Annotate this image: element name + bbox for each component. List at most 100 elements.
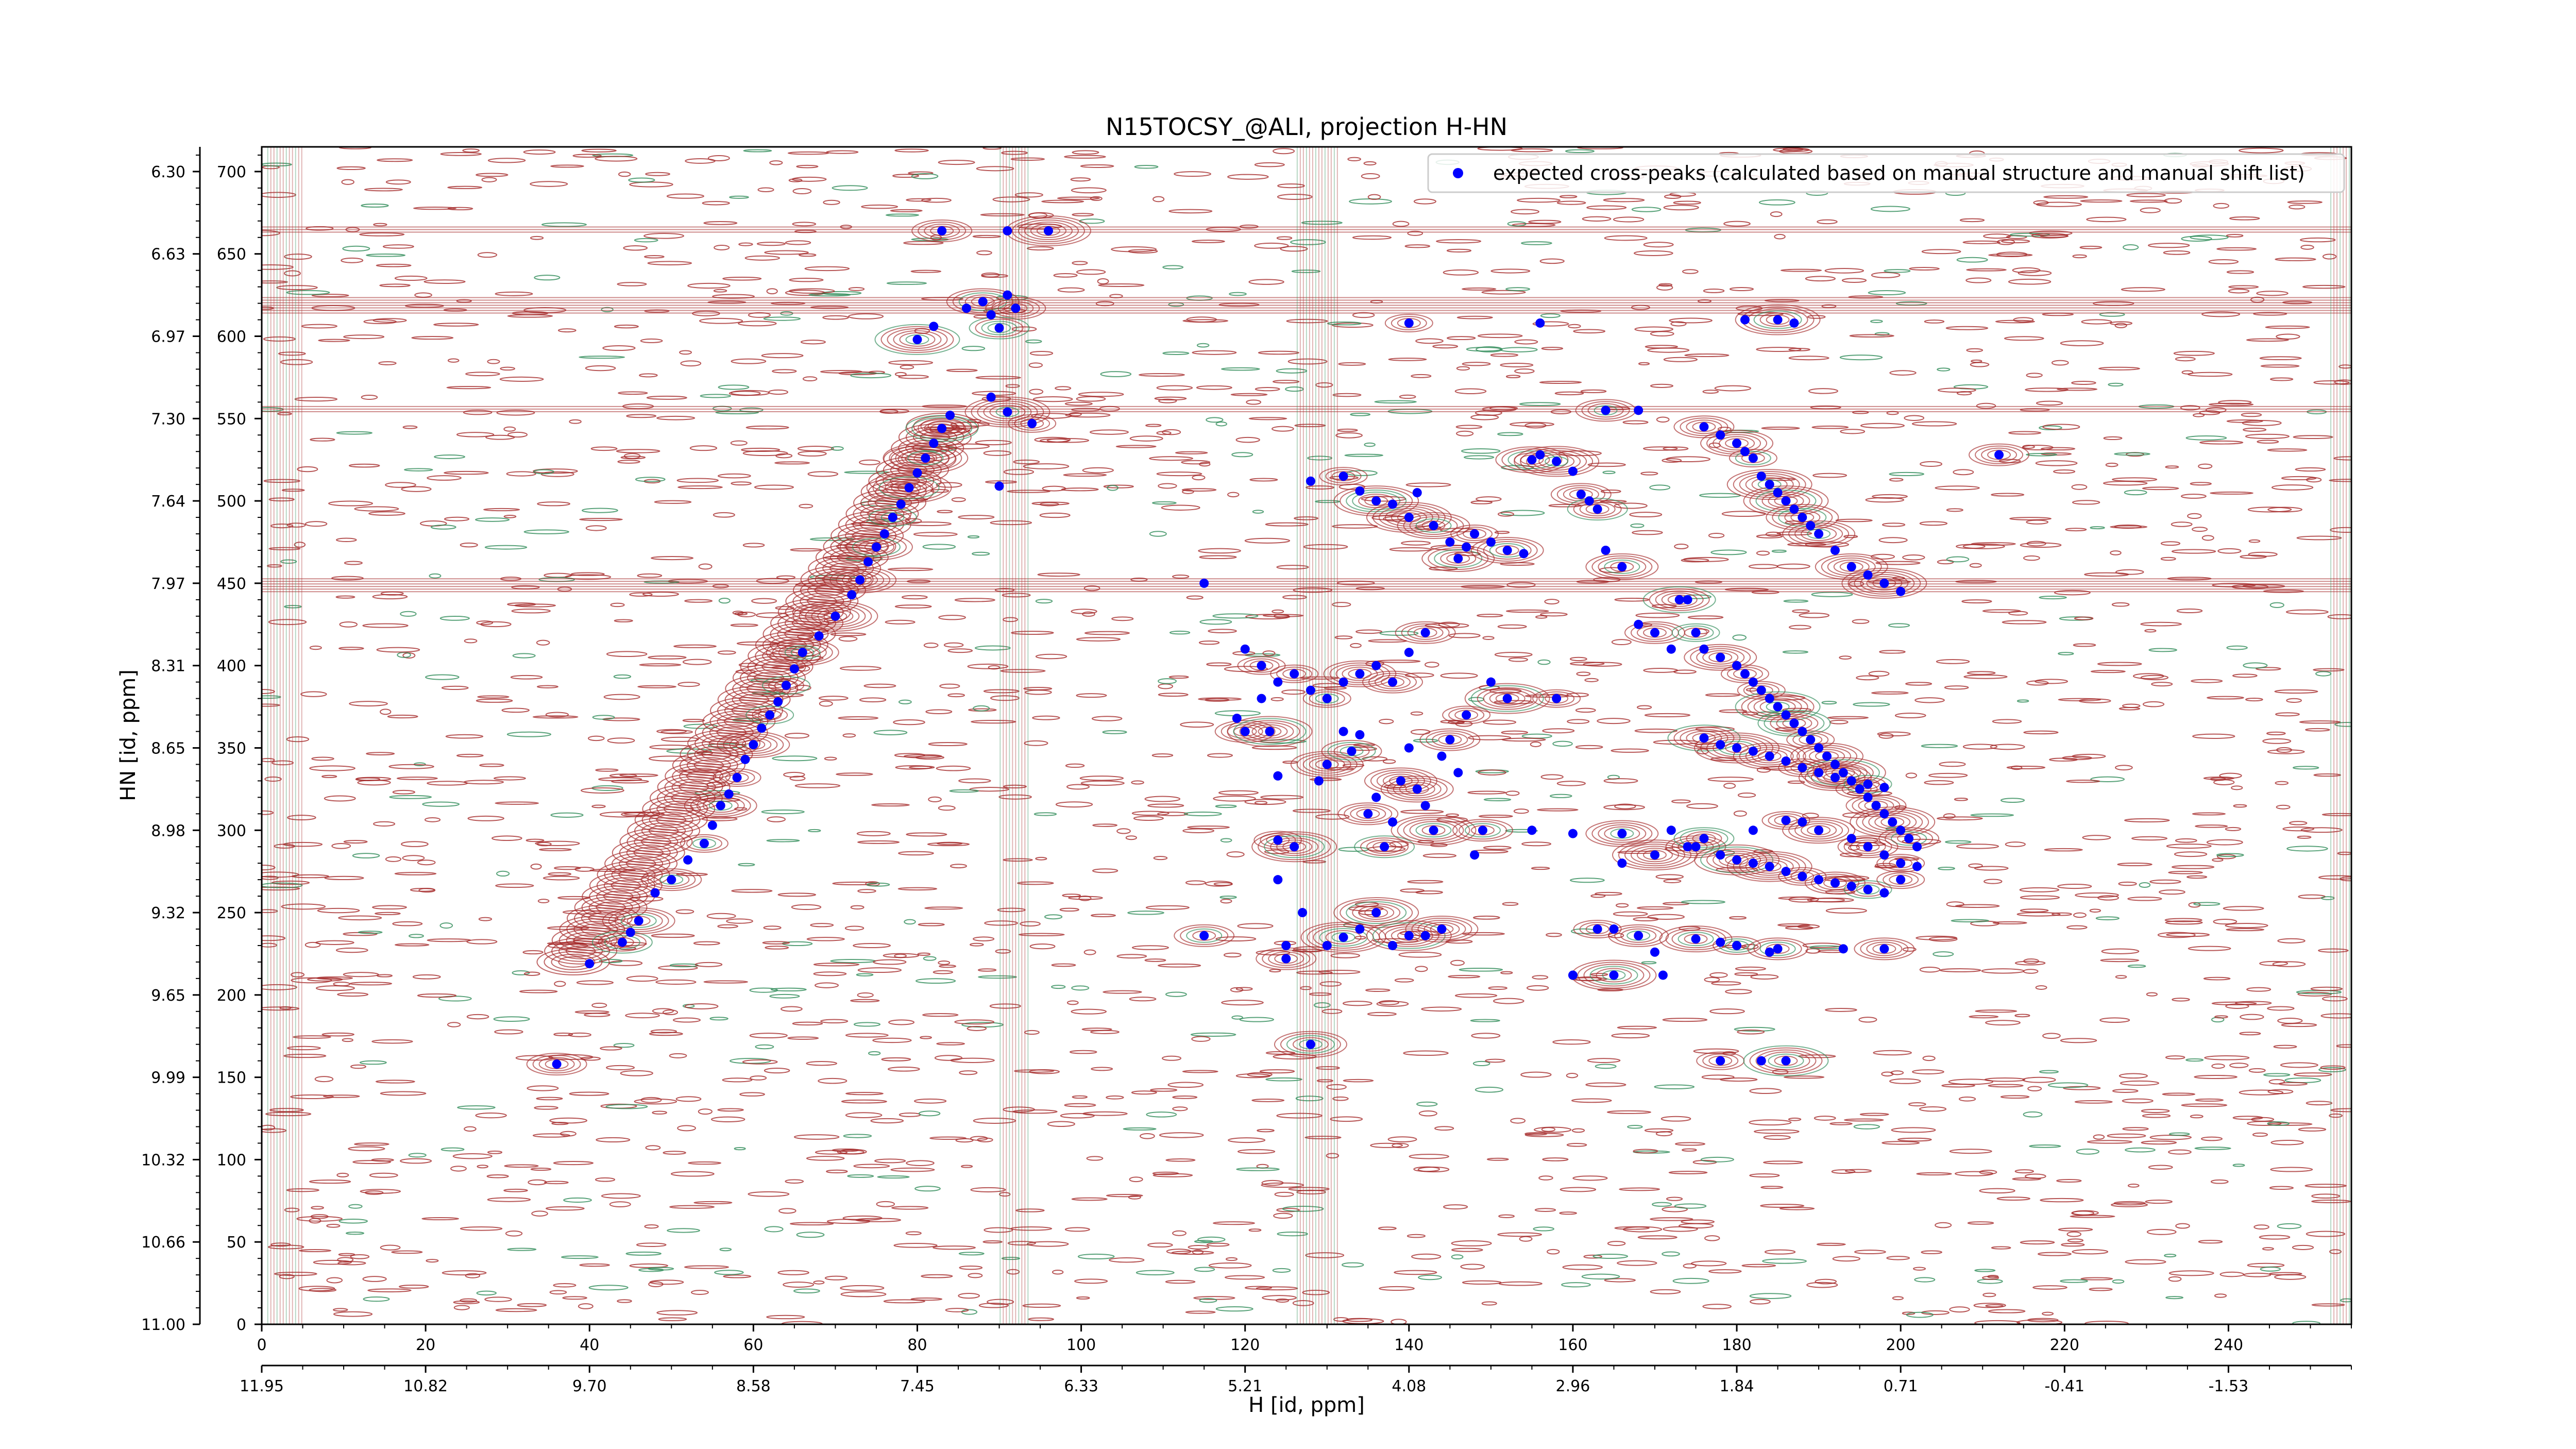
noise-contour <box>1996 251 2028 257</box>
noise-contour <box>1276 1113 1323 1119</box>
x-ppm-tick-label: 2.96 <box>1556 1377 1590 1395</box>
noise-contour <box>1693 1048 1739 1054</box>
noise-contour <box>1072 150 1099 155</box>
x-tick-label: 60 <box>743 1336 763 1354</box>
noise-contour <box>1062 894 1081 898</box>
x-tick-label: 20 <box>416 1336 435 1354</box>
noise-contour <box>311 294 349 297</box>
cross-peak-marker <box>1322 760 1332 769</box>
cross-peak-marker <box>1765 751 1774 761</box>
noise-contour <box>1882 1141 1920 1145</box>
noise-contour <box>1472 1060 1490 1067</box>
diagonal-contour <box>679 781 709 793</box>
peak-contour <box>1655 590 1704 609</box>
cross-peak-marker <box>1609 970 1619 980</box>
diagonal-contour <box>566 945 596 957</box>
noise-contour <box>898 375 929 379</box>
noise-contour <box>1229 292 1247 296</box>
noise-contour <box>355 777 381 781</box>
noise-contour <box>1280 246 1308 252</box>
noise-contour <box>2168 1132 2190 1136</box>
noise-contour <box>1778 896 1815 900</box>
peak-contour <box>1726 851 1812 882</box>
noise-contour <box>983 689 1020 694</box>
peak-contour <box>1302 755 1351 774</box>
noise-contour <box>476 1290 497 1296</box>
noise-contour <box>1063 473 1107 477</box>
noise-contour <box>2074 616 2094 620</box>
noise-contour <box>1363 161 1377 166</box>
noise-contour <box>1459 968 1503 972</box>
noise-contour <box>2105 462 2119 467</box>
peak-contour <box>1573 920 1622 939</box>
noise-contour <box>1000 669 1046 673</box>
cross-peak-marker <box>740 754 750 764</box>
noise-contour <box>2142 1114 2171 1118</box>
peak-contour <box>983 402 1032 422</box>
noise-contour <box>1649 484 1671 491</box>
noise-contour <box>1788 1117 1802 1121</box>
noise-contour <box>1029 389 1044 395</box>
noise-contour <box>915 755 945 760</box>
cross-peak-marker <box>1765 947 1774 957</box>
noise-contour <box>1213 882 1233 886</box>
noise-contour <box>845 1092 884 1096</box>
noise-contour <box>1456 366 1470 371</box>
noise-contour <box>434 454 465 459</box>
noise-contour <box>810 923 834 928</box>
diagonal-contour <box>686 756 731 773</box>
noise-contour <box>1082 467 1114 474</box>
noise-contour <box>495 291 533 296</box>
noise-contour <box>499 376 544 382</box>
noise-contour <box>775 606 794 610</box>
peak-contour <box>1841 782 1878 797</box>
noise-contour <box>714 245 730 250</box>
noise-contour <box>1974 866 2009 871</box>
cross-peak-marker <box>1716 937 1725 947</box>
peak-contour <box>1567 498 1628 521</box>
noise-contour <box>1780 268 1822 272</box>
cross-peak-marker <box>879 529 889 539</box>
peak-contour <box>1321 739 1382 763</box>
noise-contour <box>728 391 761 396</box>
noise-contour <box>1662 1206 1688 1212</box>
noise-contour <box>1514 339 1538 345</box>
peak-contour <box>1778 508 1827 527</box>
noise-contour <box>1943 813 1956 819</box>
noise-contour <box>2124 818 2170 822</box>
peak-contour <box>1876 870 1925 889</box>
peak-contour <box>1337 802 1399 825</box>
noise-contour <box>341 179 354 185</box>
noise-contour <box>2200 1136 2223 1141</box>
noise-contour <box>1092 823 1117 827</box>
noise-contour <box>987 1299 1014 1305</box>
noise-contour <box>1080 780 1125 786</box>
noise-contour <box>2313 668 2345 672</box>
peak-contour <box>1415 823 1452 838</box>
noise-contour <box>359 232 405 237</box>
noise-contour <box>487 359 500 364</box>
noise-contour <box>456 432 495 437</box>
noise-contour <box>265 1111 312 1117</box>
noise-contour <box>763 316 801 321</box>
noise-contour <box>1763 1135 1791 1140</box>
noise-contour <box>1552 1039 1591 1045</box>
contour-layer <box>262 147 2351 1324</box>
peak-contour <box>1403 819 1464 842</box>
peak-contour <box>1426 730 1475 749</box>
noise-contour <box>2247 507 2292 513</box>
noise-contour <box>1151 753 1174 757</box>
noise-contour <box>768 389 788 395</box>
noise-contour <box>1868 290 1906 296</box>
noise-contour <box>2175 1223 2190 1229</box>
noise-contour <box>1603 804 1646 811</box>
noise-contour <box>2164 198 2182 204</box>
noise-contour <box>350 1254 370 1259</box>
noise-contour <box>464 1126 477 1132</box>
cross-peak-marker <box>1568 970 1578 980</box>
noise-contour <box>2277 938 2306 943</box>
noise-contour <box>391 1250 423 1254</box>
noise-contour <box>1581 1273 1620 1280</box>
peak-contour <box>918 221 967 240</box>
noise-contour <box>995 949 1011 954</box>
